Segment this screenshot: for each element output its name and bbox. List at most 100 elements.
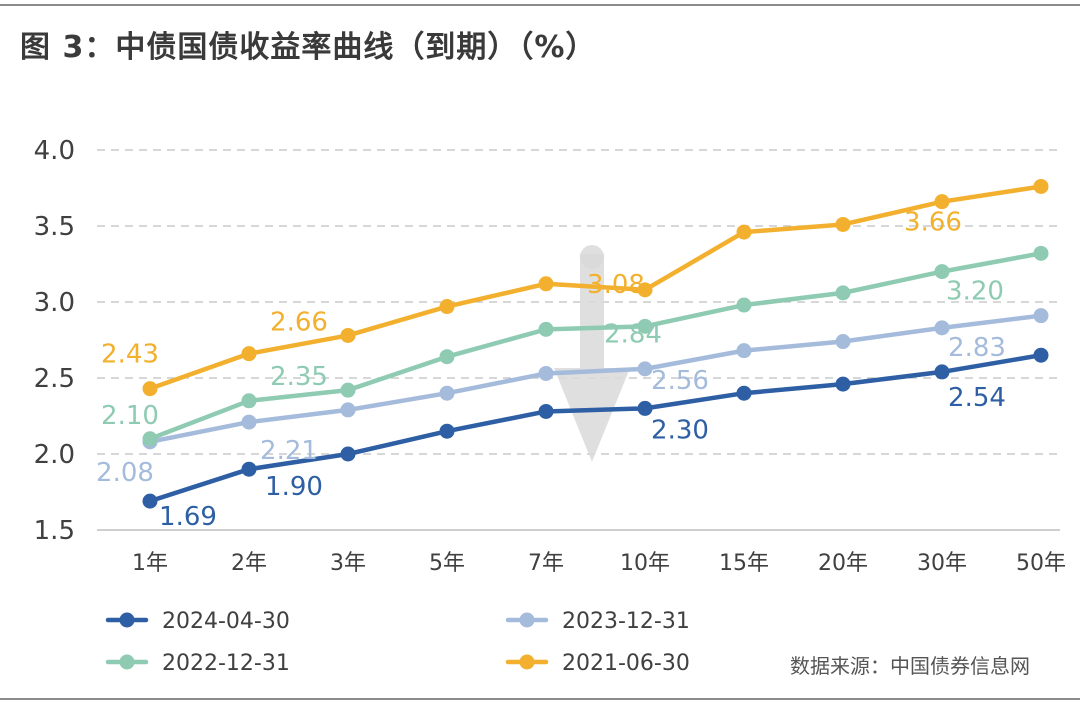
- data-point: [835, 334, 851, 350]
- source-note: 数据来源：中国债券信息网: [790, 654, 1030, 678]
- data-label: 2.08: [96, 458, 154, 488]
- y-tick-label: 3.5: [34, 212, 75, 242]
- data-point: [439, 385, 455, 401]
- data-label: 3.08: [587, 270, 645, 300]
- legend-label: 2023-12-31: [562, 609, 690, 634]
- data-point: [142, 381, 158, 397]
- data-label: 2.84: [604, 319, 662, 349]
- data-point: [1033, 245, 1049, 261]
- data-point: [736, 297, 752, 313]
- data-point: [1033, 347, 1049, 363]
- data-point: [934, 194, 950, 210]
- data-label: 2.30: [651, 415, 709, 445]
- y-tick-label: 3.0: [34, 288, 75, 318]
- data-point: [439, 299, 455, 315]
- data-label: 2.21: [260, 436, 318, 466]
- x-axis: 1年 2年 3年 5年 7年 10年 15年 20年 30年 50年: [132, 551, 1066, 576]
- data-point: [538, 365, 554, 381]
- y-tick-label: 1.5: [34, 516, 75, 546]
- data-point: [340, 402, 356, 418]
- data-label: 2.54: [948, 383, 1006, 413]
- data-label: 1.90: [265, 472, 323, 502]
- data-point: [637, 282, 653, 298]
- data-label: 3.20: [946, 277, 1004, 307]
- data-point: [241, 414, 257, 430]
- data-label: 3.66: [904, 208, 962, 238]
- data-label: 2.56: [651, 366, 709, 396]
- legend-marker: [119, 654, 135, 670]
- series-2022-12-31: 2.10 2.35 2.84 3.20: [101, 245, 1049, 447]
- data-point: [538, 276, 554, 292]
- series-2023-12-31: 2.08 2.21 2.56 2.83: [96, 308, 1049, 488]
- data-point: [637, 361, 653, 377]
- data-label: 2.66: [270, 308, 328, 338]
- legend: 2024-04-30 2023-12-31 2022-12-31 2021-06-30: [105, 609, 690, 676]
- series-line: [147, 184, 1044, 391]
- data-point: [736, 385, 752, 401]
- data-point: [835, 285, 851, 301]
- data-point: [835, 216, 851, 232]
- series-2024-04-30: 1.69 1.90 2.30 2.54: [142, 347, 1049, 532]
- data-point: [934, 264, 950, 280]
- x-tick-label: 30年: [917, 551, 967, 576]
- legend-item: 2023-12-31: [505, 609, 690, 634]
- data-label: 2.35: [270, 362, 328, 392]
- data-point: [1033, 308, 1049, 324]
- series-line: [147, 251, 1044, 442]
- down-arrow-cap: [580, 245, 604, 269]
- x-tick-label: 20年: [818, 551, 868, 576]
- data-point: [637, 318, 653, 334]
- data-point: [934, 364, 950, 380]
- chart-title: 图 3：中债国债收益率曲线（到期）（%）: [20, 30, 597, 65]
- legend-item: 2022-12-31: [105, 651, 290, 676]
- x-tick-label: 2年: [231, 551, 267, 576]
- legend-marker: [519, 612, 535, 628]
- data-point: [538, 321, 554, 337]
- series-layer: 1.69 1.90 2.30 2.54 2.08 2.21 2.56 2.83 2.10 2.35…: [96, 178, 1049, 532]
- data-point: [736, 343, 752, 359]
- data-point: [340, 327, 356, 343]
- bottom-rule: [0, 698, 1080, 700]
- data-point: [736, 224, 752, 240]
- y-tick-label: 2.0: [34, 440, 75, 470]
- top-rule: [0, 4, 1080, 6]
- series-2021-06-30: 2.43 2.66 3.08 3.66: [101, 178, 1049, 397]
- legend-marker: [119, 612, 135, 628]
- x-tick-label: 1年: [132, 551, 168, 576]
- legend-label: 2024-04-30: [162, 609, 290, 634]
- data-point: [142, 431, 158, 447]
- x-tick-label: 50年: [1016, 551, 1066, 576]
- data-point: [934, 320, 950, 336]
- y-axis: 1.5 2.0 2.5 3.0 3.5 4.0: [34, 136, 75, 546]
- legend-label: 2021-06-30: [562, 651, 690, 676]
- data-point: [241, 393, 257, 409]
- data-point: [142, 493, 158, 509]
- y-tick-label: 2.5: [34, 364, 75, 394]
- x-tick-label: 15年: [719, 551, 769, 576]
- data-label: 2.43: [101, 340, 159, 370]
- data-point: [439, 423, 455, 439]
- data-label: 2.83: [948, 333, 1006, 363]
- data-point: [439, 349, 455, 365]
- x-tick-label: 7年: [528, 551, 564, 576]
- legend-item: 2021-06-30: [505, 651, 690, 676]
- legend-label: 2022-12-31: [162, 651, 290, 676]
- series-line: [147, 352, 1044, 504]
- data-point: [340, 446, 356, 462]
- x-tick-label: 5年: [429, 551, 465, 576]
- legend-marker: [519, 654, 535, 670]
- legend-item: 2024-04-30: [105, 609, 290, 634]
- data-point: [241, 461, 257, 477]
- data-point: [637, 400, 653, 416]
- data-point: [1033, 178, 1049, 194]
- data-point: [835, 376, 851, 392]
- x-tick-label: 3年: [330, 551, 366, 576]
- x-tick-label: 10年: [620, 551, 670, 576]
- data-point: [340, 382, 356, 398]
- data-point: [241, 346, 257, 362]
- y-tick-label: 4.0: [34, 136, 75, 166]
- series-line: [147, 313, 1044, 445]
- data-point: [538, 403, 554, 419]
- data-label: 1.69: [159, 502, 217, 532]
